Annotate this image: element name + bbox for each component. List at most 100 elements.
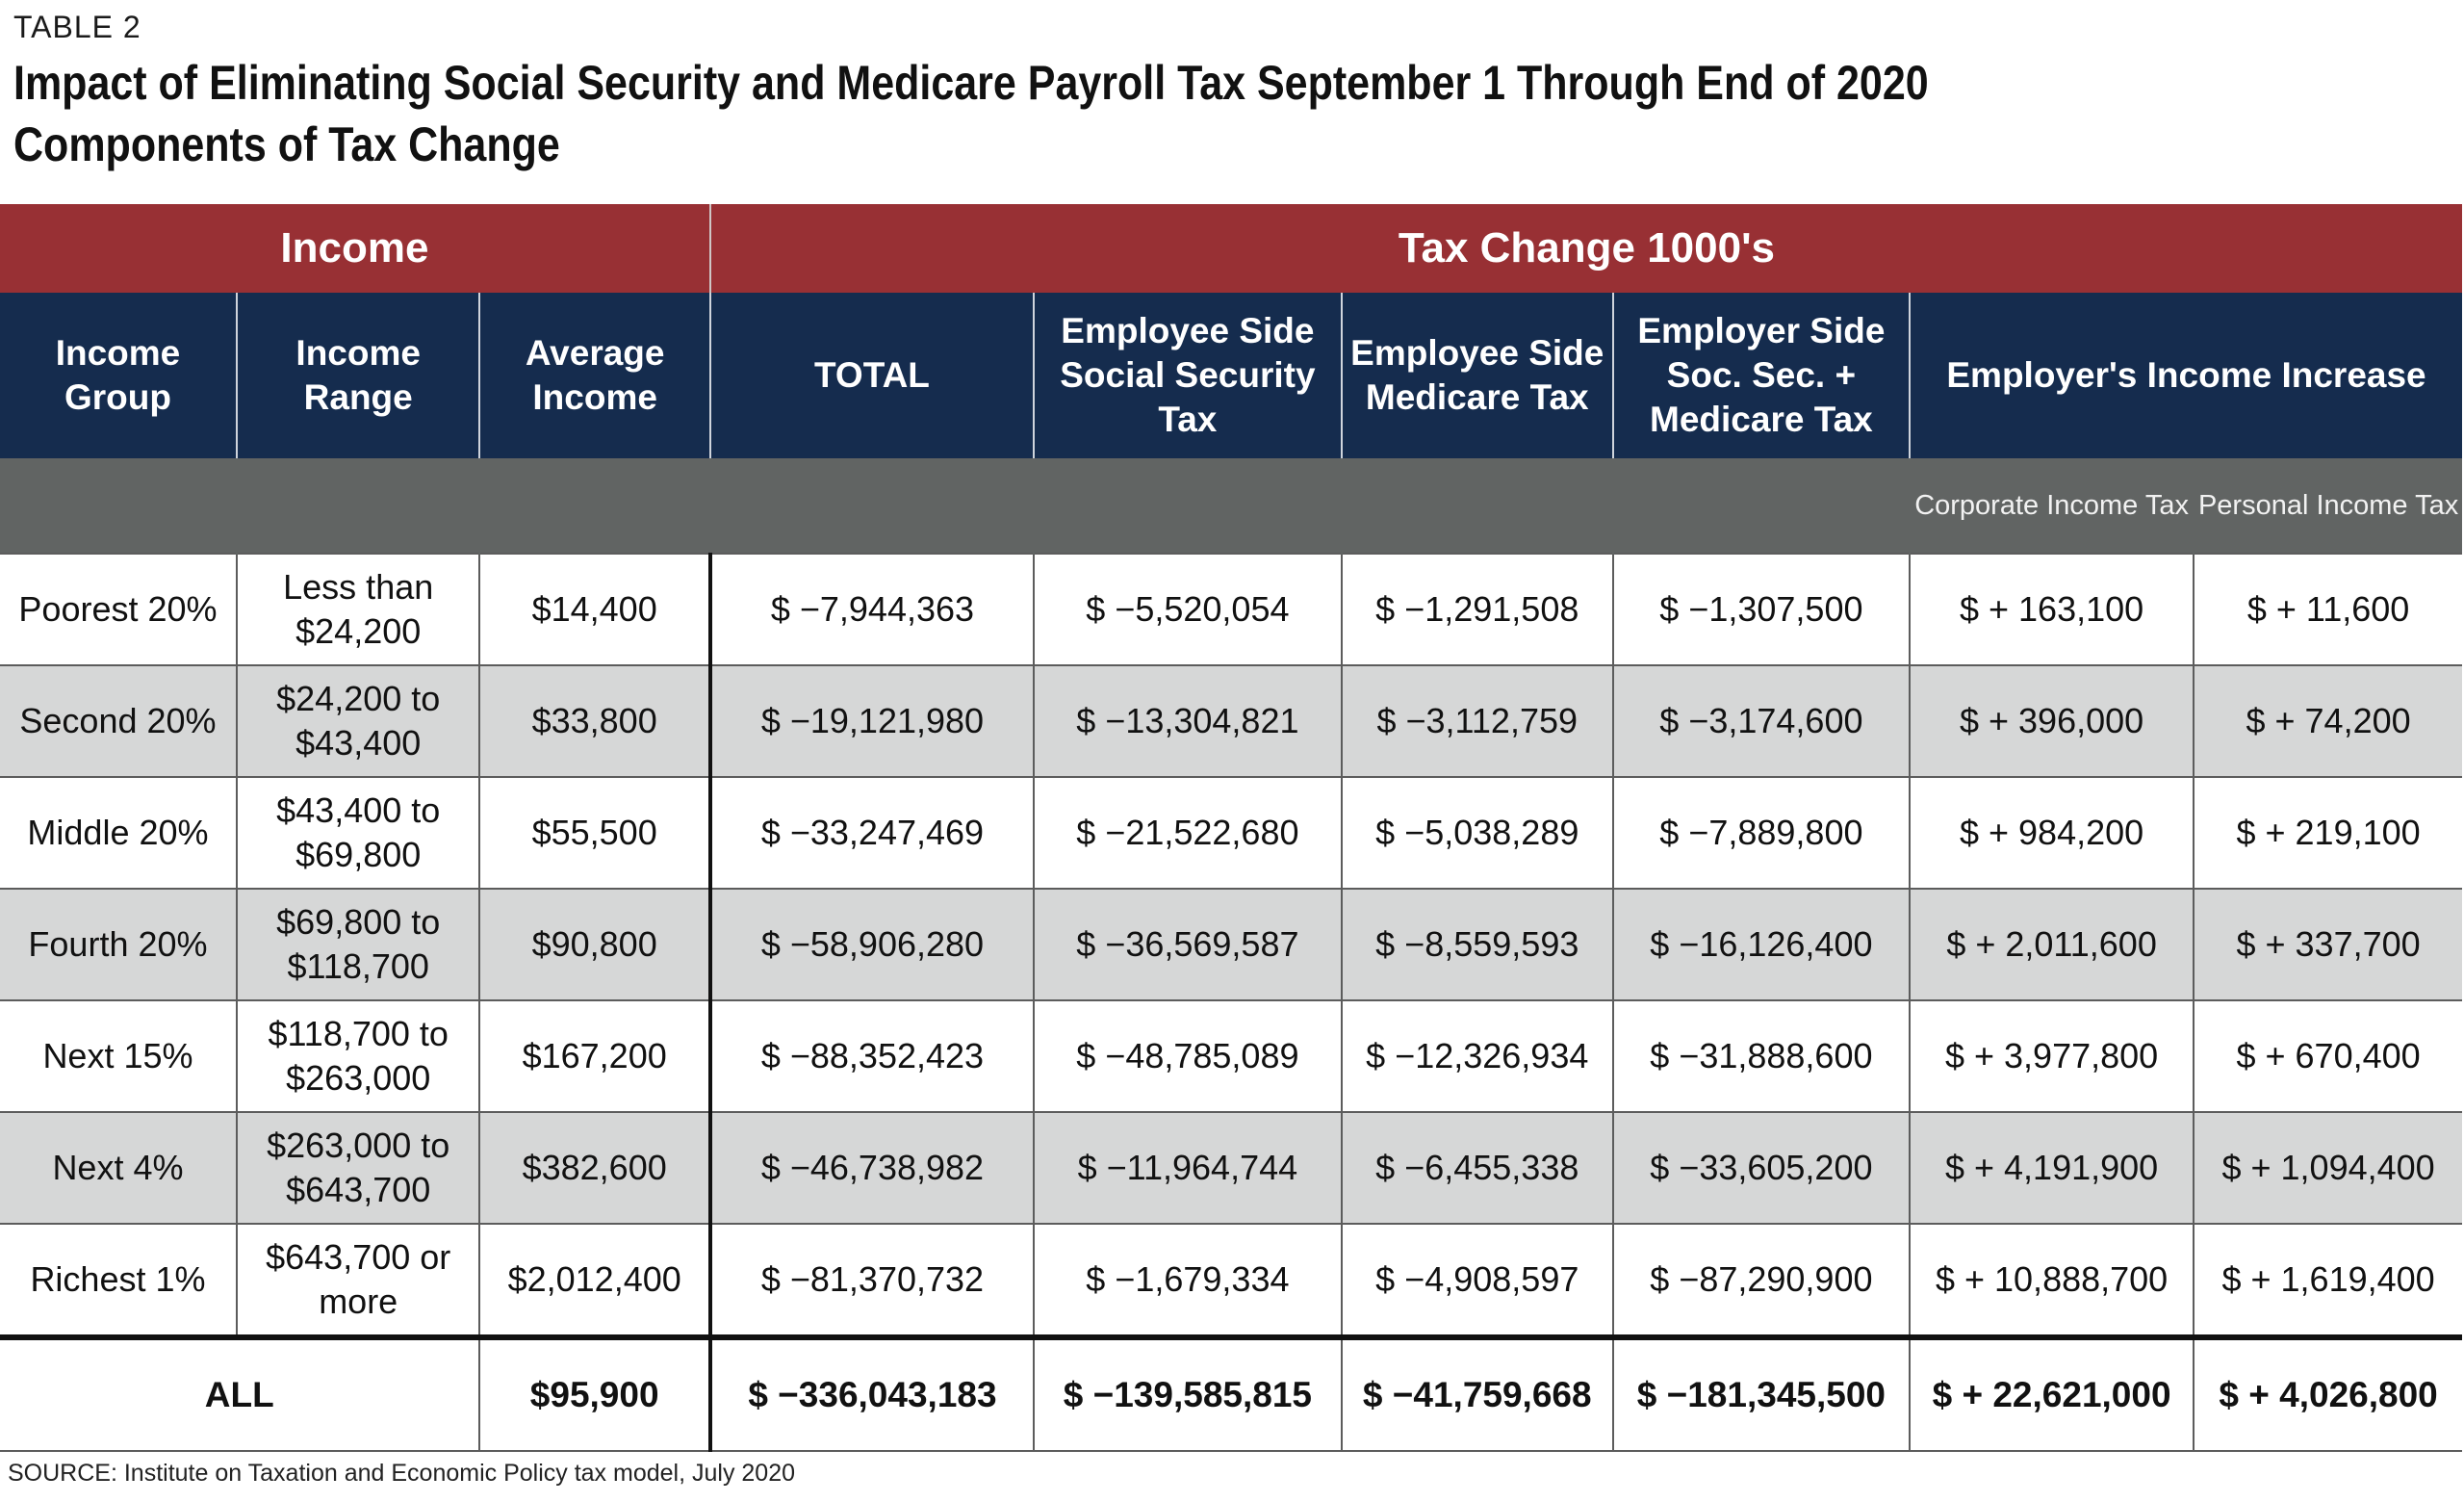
income-group-cell: Poorest 20% <box>0 553 238 666</box>
average-income-cell: $167,200 <box>478 999 711 1113</box>
col-income-group: Income Group <box>0 293 238 458</box>
income-group-cell: Second 20% <box>0 664 238 778</box>
average-income-cell: $14,400 <box>478 553 711 666</box>
income-range-cell: $69,800 to $118,700 <box>235 888 481 1001</box>
all-employee-ss: $ −139,585,815 <box>1033 1334 1343 1452</box>
employee-ss-cell: $ −21,522,680 <box>1033 776 1343 890</box>
all-personal-income-tax: $ + 4,026,800 <box>2193 1334 2462 1452</box>
employer-ss-medicare-cell: $ −31,888,600 <box>1611 999 1912 1113</box>
col-average-income: Average Income <box>479 293 711 458</box>
income-range-cell: $118,700 to $263,000 <box>235 999 481 1113</box>
col-employer-ss-medicare: Employer Side Soc. Sec. + Medicare Tax <box>1612 293 1912 458</box>
table-row: Poorest 20% Less than $24,200 $14,400 $ −7,… <box>0 553 2462 666</box>
table-row: Richest 1% $643,700 or more $2,012,400 $ −8… <box>0 1223 2462 1338</box>
band-tax-change: Tax Change 1000's <box>708 204 2462 293</box>
income-group-cell: Next 15% <box>0 999 238 1113</box>
income-range-cell: $43,400 to $69,800 <box>235 776 481 890</box>
data-rows: Poorest 20% Less than $24,200 $14,400 $ −7,… <box>0 553 2462 1338</box>
table-row: Next 4% $263,000 to $643,700 $382,600 $ −46… <box>0 1111 2462 1225</box>
all-employee-medicare: $ −41,759,668 <box>1340 1334 1614 1452</box>
employee-ss-cell: $ −48,785,089 <box>1033 999 1343 1113</box>
employer-ss-medicare-cell: $ −16,126,400 <box>1611 888 1912 1001</box>
corporate-income-tax-cell: $ + 4,191,900 <box>1909 1111 2195 1225</box>
total-cell: $ −81,370,732 <box>707 1223 1036 1338</box>
employer-ss-medicare-cell: $ −7,889,800 <box>1611 776 1912 890</box>
total-cell: $ −19,121,980 <box>707 664 1036 778</box>
table-row: Fourth 20% $69,800 to $118,700 $90,800 $ −5… <box>0 888 2462 1001</box>
col-income-range: Income Range <box>236 293 481 458</box>
employee-ss-cell: $ −36,569,587 <box>1033 888 1343 1001</box>
all-total: $ −336,043,183 <box>707 1334 1036 1452</box>
income-range-cell: $643,700 or more <box>235 1223 481 1338</box>
corporate-income-tax-cell: $ + 396,000 <box>1909 664 2195 778</box>
subcol-corporate-income-tax: Corporate Income Tax <box>1910 458 2195 554</box>
total-cell: $ −46,738,982 <box>707 1111 1036 1225</box>
column-header-row: Income Group Income Range Average Income… <box>0 293 2462 458</box>
income-group-cell: Next 4% <box>0 1111 238 1225</box>
employee-medicare-cell: $ −4,908,597 <box>1340 1223 1614 1338</box>
all-average-income: $95,900 <box>478 1334 711 1452</box>
corporate-income-tax-cell: $ + 163,100 <box>1909 553 2195 666</box>
total-cell: $ −33,247,469 <box>707 776 1036 890</box>
income-group-cell: Fourth 20% <box>0 888 238 1001</box>
table-row: Middle 20% $43,400 to $69,800 $55,500 $ −33… <box>0 776 2462 890</box>
total-cell: $ −7,944,363 <box>707 553 1036 666</box>
col-total: TOTAL <box>708 293 1036 458</box>
group-band-row: Income Tax Change 1000's <box>0 204 2462 293</box>
employee-medicare-cell: $ −12,326,934 <box>1340 999 1614 1113</box>
income-group-cell: Richest 1% <box>0 1223 238 1338</box>
average-income-cell: $90,800 <box>478 888 711 1001</box>
title-line-1: Impact of Eliminating Social Security an… <box>13 56 1929 110</box>
employee-medicare-cell: $ −8,559,593 <box>1340 888 1614 1001</box>
corporate-income-tax-cell: $ + 2,011,600 <box>1909 888 2195 1001</box>
personal-income-tax-cell: $ + 670,400 <box>2193 999 2462 1113</box>
personal-income-tax-cell: $ + 337,700 <box>2193 888 2462 1001</box>
employer-ss-medicare-cell: $ −33,605,200 <box>1611 1111 1912 1225</box>
col-employee-medicare: Employee Side Medicare Tax <box>1341 293 1614 458</box>
subheader-row: Corporate Income Tax Personal Income Tax <box>0 458 2462 554</box>
all-label: ALL <box>0 1334 481 1452</box>
average-income-cell: $55,500 <box>478 776 711 890</box>
employer-ss-medicare-cell: $ −87,290,900 <box>1611 1223 1912 1338</box>
income-range-cell: $263,000 to $643,700 <box>235 1111 481 1225</box>
band-income: Income <box>0 204 711 293</box>
average-income-cell: $33,800 <box>478 664 711 778</box>
average-income-cell: $382,600 <box>478 1111 711 1225</box>
table-kicker: TABLE 2 <box>13 10 141 44</box>
col-employer-income-increase: Employer's Income Increase <box>1910 293 2462 458</box>
personal-income-tax-cell: $ + 11,600 <box>2193 553 2462 666</box>
employee-medicare-cell: $ −5,038,289 <box>1340 776 1614 890</box>
employee-ss-cell: $ −13,304,821 <box>1033 664 1343 778</box>
employee-ss-cell: $ −5,520,054 <box>1033 553 1343 666</box>
total-cell: $ −88,352,423 <box>707 999 1036 1113</box>
personal-income-tax-cell: $ + 219,100 <box>2193 776 2462 890</box>
personal-income-tax-cell: $ + 74,200 <box>2193 664 2462 778</box>
employee-medicare-cell: $ −6,455,338 <box>1340 1111 1614 1225</box>
income-range-cell: $24,200 to $43,400 <box>235 664 481 778</box>
employee-medicare-cell: $ −3,112,759 <box>1340 664 1614 778</box>
col-employee-ss: Employee Side Social Security Tax <box>1034 293 1343 458</box>
subcol-personal-income-tax: Personal Income Tax <box>2194 458 2462 554</box>
corporate-income-tax-cell: $ + 10,888,700 <box>1909 1223 2195 1338</box>
table-title: Impact of Eliminating Social Security an… <box>13 52 1929 175</box>
average-income-cell: $2,012,400 <box>478 1223 711 1338</box>
table-row: Next 15% $118,700 to $263,000 $167,200 $ −8… <box>0 999 2462 1113</box>
employer-ss-medicare-cell: $ −1,307,500 <box>1611 553 1912 666</box>
total-cell: $ −58,906,280 <box>707 888 1036 1001</box>
tax-change-table: Income Tax Change 1000's Income Group In… <box>0 204 2462 1452</box>
corporate-income-tax-cell: $ + 3,977,800 <box>1909 999 2195 1113</box>
personal-income-tax-cell: $ + 1,094,400 <box>2193 1111 2462 1225</box>
source-note: SOURCE: Institute on Taxation and Econom… <box>8 1460 796 1487</box>
title-line-2: Components of Tax Change <box>13 117 560 171</box>
income-range-cell: Less than $24,200 <box>235 553 481 666</box>
employer-ss-medicare-cell: $ −3,174,600 <box>1611 664 1912 778</box>
employee-ss-cell: $ −11,964,744 <box>1033 1111 1343 1225</box>
personal-income-tax-cell: $ + 1,619,400 <box>2193 1223 2462 1338</box>
income-group-cell: Middle 20% <box>0 776 238 890</box>
employee-ss-cell: $ −1,679,334 <box>1033 1223 1343 1338</box>
all-corporate-income-tax: $ + 22,621,000 <box>1909 1334 2195 1452</box>
corporate-income-tax-cell: $ + 984,200 <box>1909 776 2195 890</box>
employee-medicare-cell: $ −1,291,508 <box>1340 553 1614 666</box>
all-row: ALL $95,900 $ −336,043,183 $ −139,585,81… <box>0 1334 2462 1452</box>
all-employer-ss-medicare: $ −181,345,500 <box>1611 1334 1912 1452</box>
